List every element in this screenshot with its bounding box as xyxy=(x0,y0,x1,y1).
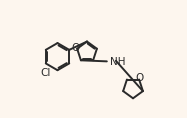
Text: Cl: Cl xyxy=(40,68,50,78)
Text: NH: NH xyxy=(110,57,125,67)
Text: O: O xyxy=(72,43,80,53)
Text: O: O xyxy=(135,73,143,83)
